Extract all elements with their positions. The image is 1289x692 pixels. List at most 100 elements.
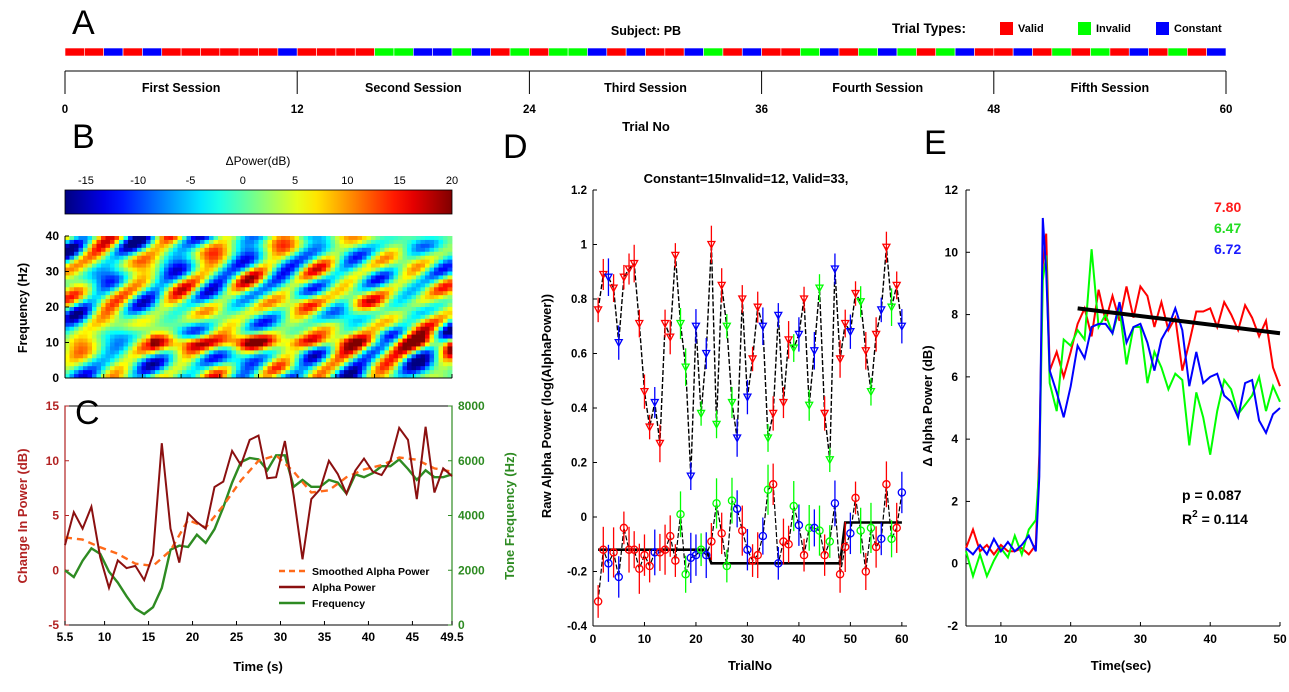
spectrogram-cell: [159, 307, 165, 312]
spectrogram-cell: [312, 283, 318, 288]
spectrogram-cell: [254, 307, 259, 312]
spectrogram-cell: [222, 374, 228, 379]
spectrogram-cell: [308, 299, 313, 304]
spectrogram-cell: [420, 283, 426, 288]
spectrogram-cell: [114, 303, 120, 308]
spectrogram-cell: [159, 342, 165, 347]
spectrogram-cell: [353, 295, 358, 300]
spectrogram-cell: [438, 326, 444, 332]
spectrogram-cell: [375, 283, 381, 288]
spectrogram-cell: [299, 354, 304, 359]
spectrogram-cell: [168, 263, 174, 268]
spectrogram-cell: [299, 279, 304, 284]
spectrogram-cell: [159, 322, 165, 328]
spectrogram-cell: [132, 255, 138, 261]
spectrogram-cell: [362, 236, 367, 241]
spectrogram-cell: [335, 330, 340, 336]
spectrogram-cell: [78, 370, 84, 375]
upper-marker: [727, 398, 737, 408]
spectrogram-cell: [420, 318, 426, 324]
spectrogram-cell: [146, 354, 151, 359]
spectrogram-cell: [74, 251, 79, 257]
spectrogram-cell: [371, 275, 376, 280]
spectrogram-cell: [321, 259, 327, 265]
spectrogram-cell: [290, 287, 295, 292]
spectrogram-cell: [132, 271, 138, 276]
regression-fit-line: [1077, 306, 1281, 336]
spectrogram-cell: [299, 307, 304, 312]
spectrogram-cell: [398, 263, 403, 268]
spectrogram-cell: [272, 318, 277, 324]
upper-marker: [825, 456, 835, 465]
spectrogram-cell: [231, 318, 237, 324]
spectrogram-cell: [101, 271, 106, 276]
spectrogram-cell: [209, 263, 214, 268]
spectrogram-cell: [96, 326, 102, 332]
spectrogram-cell: [110, 350, 115, 355]
spectrogram-cell: [137, 342, 142, 347]
spectrogram-cell: [101, 251, 106, 257]
delta-alpha-blue-line: [965, 217, 1281, 557]
spectrogram-cell: [218, 362, 223, 367]
spectrogram-cell: [92, 299, 97, 304]
spectrogram-cell: [348, 287, 354, 292]
spectrogram-cell: [123, 243, 129, 249]
trial-cell: [896, 47, 917, 57]
trial-cell: [1032, 47, 1053, 57]
spectrogram-cell: [87, 275, 93, 280]
spectrogram-cell: [335, 362, 340, 367]
spectrogram-cell: [78, 362, 84, 367]
spectrogram-cell: [159, 330, 165, 336]
spectrogram-cell: [96, 239, 102, 245]
spectrogram-cell: [371, 374, 376, 379]
spectrogram-cell: [339, 259, 345, 265]
spectrogram-cell: [132, 251, 138, 257]
spectrogram-cell: [281, 271, 286, 276]
spectrogram-cell: [272, 259, 277, 265]
spectrogram-cell: [380, 322, 385, 328]
spectrogram-cell: [258, 358, 264, 363]
spectrogram-cell: [92, 236, 97, 241]
spectrogram-cell: [420, 267, 426, 272]
spectrogram-cell: [195, 263, 201, 268]
spectrogram-cell: [101, 310, 106, 316]
spectrogram-cell: [398, 259, 403, 265]
spectrogram-cell: [299, 239, 304, 245]
spectrogram-cell: [213, 239, 219, 245]
spectrogram-cell: [186, 279, 192, 284]
spectrogram-cell: [321, 374, 327, 379]
spectrogram-cell: [164, 291, 169, 296]
spectrogram-cell: [407, 350, 412, 355]
spectrogram-cell: [447, 279, 453, 284]
spectrogram-cell: [389, 346, 394, 351]
spectrogram-cell: [182, 326, 187, 332]
spectrogram-cell: [96, 374, 102, 379]
spectrogram-cell: [231, 299, 237, 304]
spectrogram-cell: [182, 251, 187, 257]
spectrogram-cell: [326, 291, 331, 296]
spectrogram-cell: [371, 362, 376, 367]
spectrogram-cell: [366, 299, 372, 304]
spectrogram-cell: [119, 358, 124, 363]
spectrogram-cell: [375, 370, 381, 375]
spectrogram-cell: [344, 366, 349, 371]
spectrogram-ytick-label: 40: [46, 229, 60, 243]
spectrogram-cell: [281, 267, 286, 272]
spectrogram-cell: [132, 291, 138, 296]
spectrogram-cell: [330, 362, 336, 367]
spectrogram-cell: [290, 271, 295, 276]
spectrogram-cell: [326, 283, 331, 288]
spectrogram-cell: [69, 370, 75, 375]
spectrogram-cell: [443, 354, 448, 359]
spectrogram-cell: [330, 354, 336, 359]
spectrogram-cell: [227, 283, 232, 288]
spectrogram-cell: [182, 291, 187, 296]
spectrogram-cell: [353, 362, 358, 367]
spectrogram-cell: [231, 330, 237, 336]
spectrogram-cell: [371, 354, 376, 359]
spectrogram-cell: [281, 307, 286, 312]
spectrogram-cell: [123, 366, 129, 371]
spectrogram-cell: [285, 267, 291, 272]
spectrogram-cell: [101, 318, 106, 324]
